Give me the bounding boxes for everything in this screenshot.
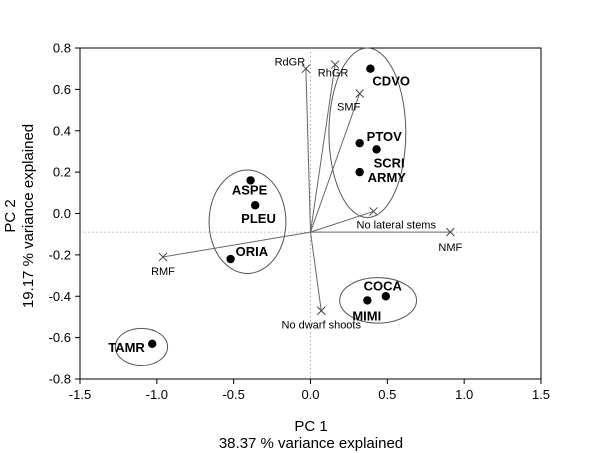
vector-label: SMF xyxy=(337,102,361,114)
vector-end-marker xyxy=(316,306,326,316)
point-label: SCRI xyxy=(374,155,405,170)
loading-vector xyxy=(310,64,336,233)
vector-end-marker xyxy=(445,227,455,237)
point-label: COCA xyxy=(364,278,403,293)
point-label: TAMR xyxy=(108,340,145,355)
data-point xyxy=(246,176,255,185)
data-point xyxy=(372,145,381,154)
vector-end-marker xyxy=(355,89,365,98)
group-ellipse xyxy=(208,169,287,274)
data-point xyxy=(355,167,364,177)
x-tick-label: 1.0 xyxy=(455,387,473,402)
y-tick-label: 0.6 xyxy=(53,82,71,97)
vector-end-marker xyxy=(158,252,168,262)
x-tick-label: -0.5 xyxy=(222,387,244,402)
point-label: ORIA xyxy=(236,244,269,259)
group-ellipse xyxy=(328,47,407,219)
data-point xyxy=(381,292,390,301)
y-axis-subtitle: 19.17 % variance explained xyxy=(20,124,37,308)
point-label: PLEU xyxy=(241,211,276,226)
y-tick-label: 0.8 xyxy=(53,41,71,56)
x-tick-label: 0.0 xyxy=(301,387,319,402)
loading-vector xyxy=(310,93,361,233)
y-tick-label: -0.6 xyxy=(49,330,71,345)
group-ellipse xyxy=(114,327,169,367)
vector-label: No dwarf shoots xyxy=(282,320,362,332)
vector-label: RMF xyxy=(151,266,175,278)
y-tick-label: 0.2 xyxy=(53,165,71,180)
point-label: CDVO xyxy=(372,74,410,89)
loading-vector xyxy=(162,231,311,258)
data-point xyxy=(226,254,235,264)
x-tick-label: 1.5 xyxy=(532,387,550,402)
vector-label: NMF xyxy=(438,242,462,254)
point-label: ASPE xyxy=(232,182,268,197)
x-axis-subtitle: 38.37 % variance explained xyxy=(219,435,403,452)
y-tick-label: -0.2 xyxy=(49,247,71,262)
x-tick-label: 0.5 xyxy=(378,387,396,402)
point-label: MIMI xyxy=(352,308,381,323)
loading-vector xyxy=(310,232,322,311)
data-point xyxy=(250,201,260,210)
loading-vector xyxy=(305,68,311,233)
group-ellipse xyxy=(339,277,418,324)
vector-end-marker xyxy=(330,60,340,69)
data-point xyxy=(366,64,375,73)
data-point xyxy=(363,296,372,305)
vector-label: RdGR xyxy=(275,57,306,69)
vector-end-marker xyxy=(301,64,311,74)
x-axis-title: PC 1 xyxy=(294,418,327,435)
x-tick-label: -1.5 xyxy=(69,387,91,402)
vector-label: RhGR xyxy=(318,68,349,80)
y-tick-label: -0.8 xyxy=(49,372,71,387)
loading-vector xyxy=(310,210,374,233)
y-axis-title: PC 2 xyxy=(2,199,19,232)
vector-label: No lateral stems xyxy=(357,219,437,231)
y-tick-label: -0.4 xyxy=(49,289,71,304)
y-tick-label: 0.0 xyxy=(53,206,71,221)
vector-end-marker xyxy=(369,207,378,216)
point-label: PTOV xyxy=(367,129,402,144)
x-tick-label: -1.0 xyxy=(146,387,168,402)
y-tick-label: 0.4 xyxy=(53,123,71,138)
point-label: ARMY xyxy=(368,170,407,185)
data-point xyxy=(148,339,157,349)
data-point xyxy=(355,138,364,148)
